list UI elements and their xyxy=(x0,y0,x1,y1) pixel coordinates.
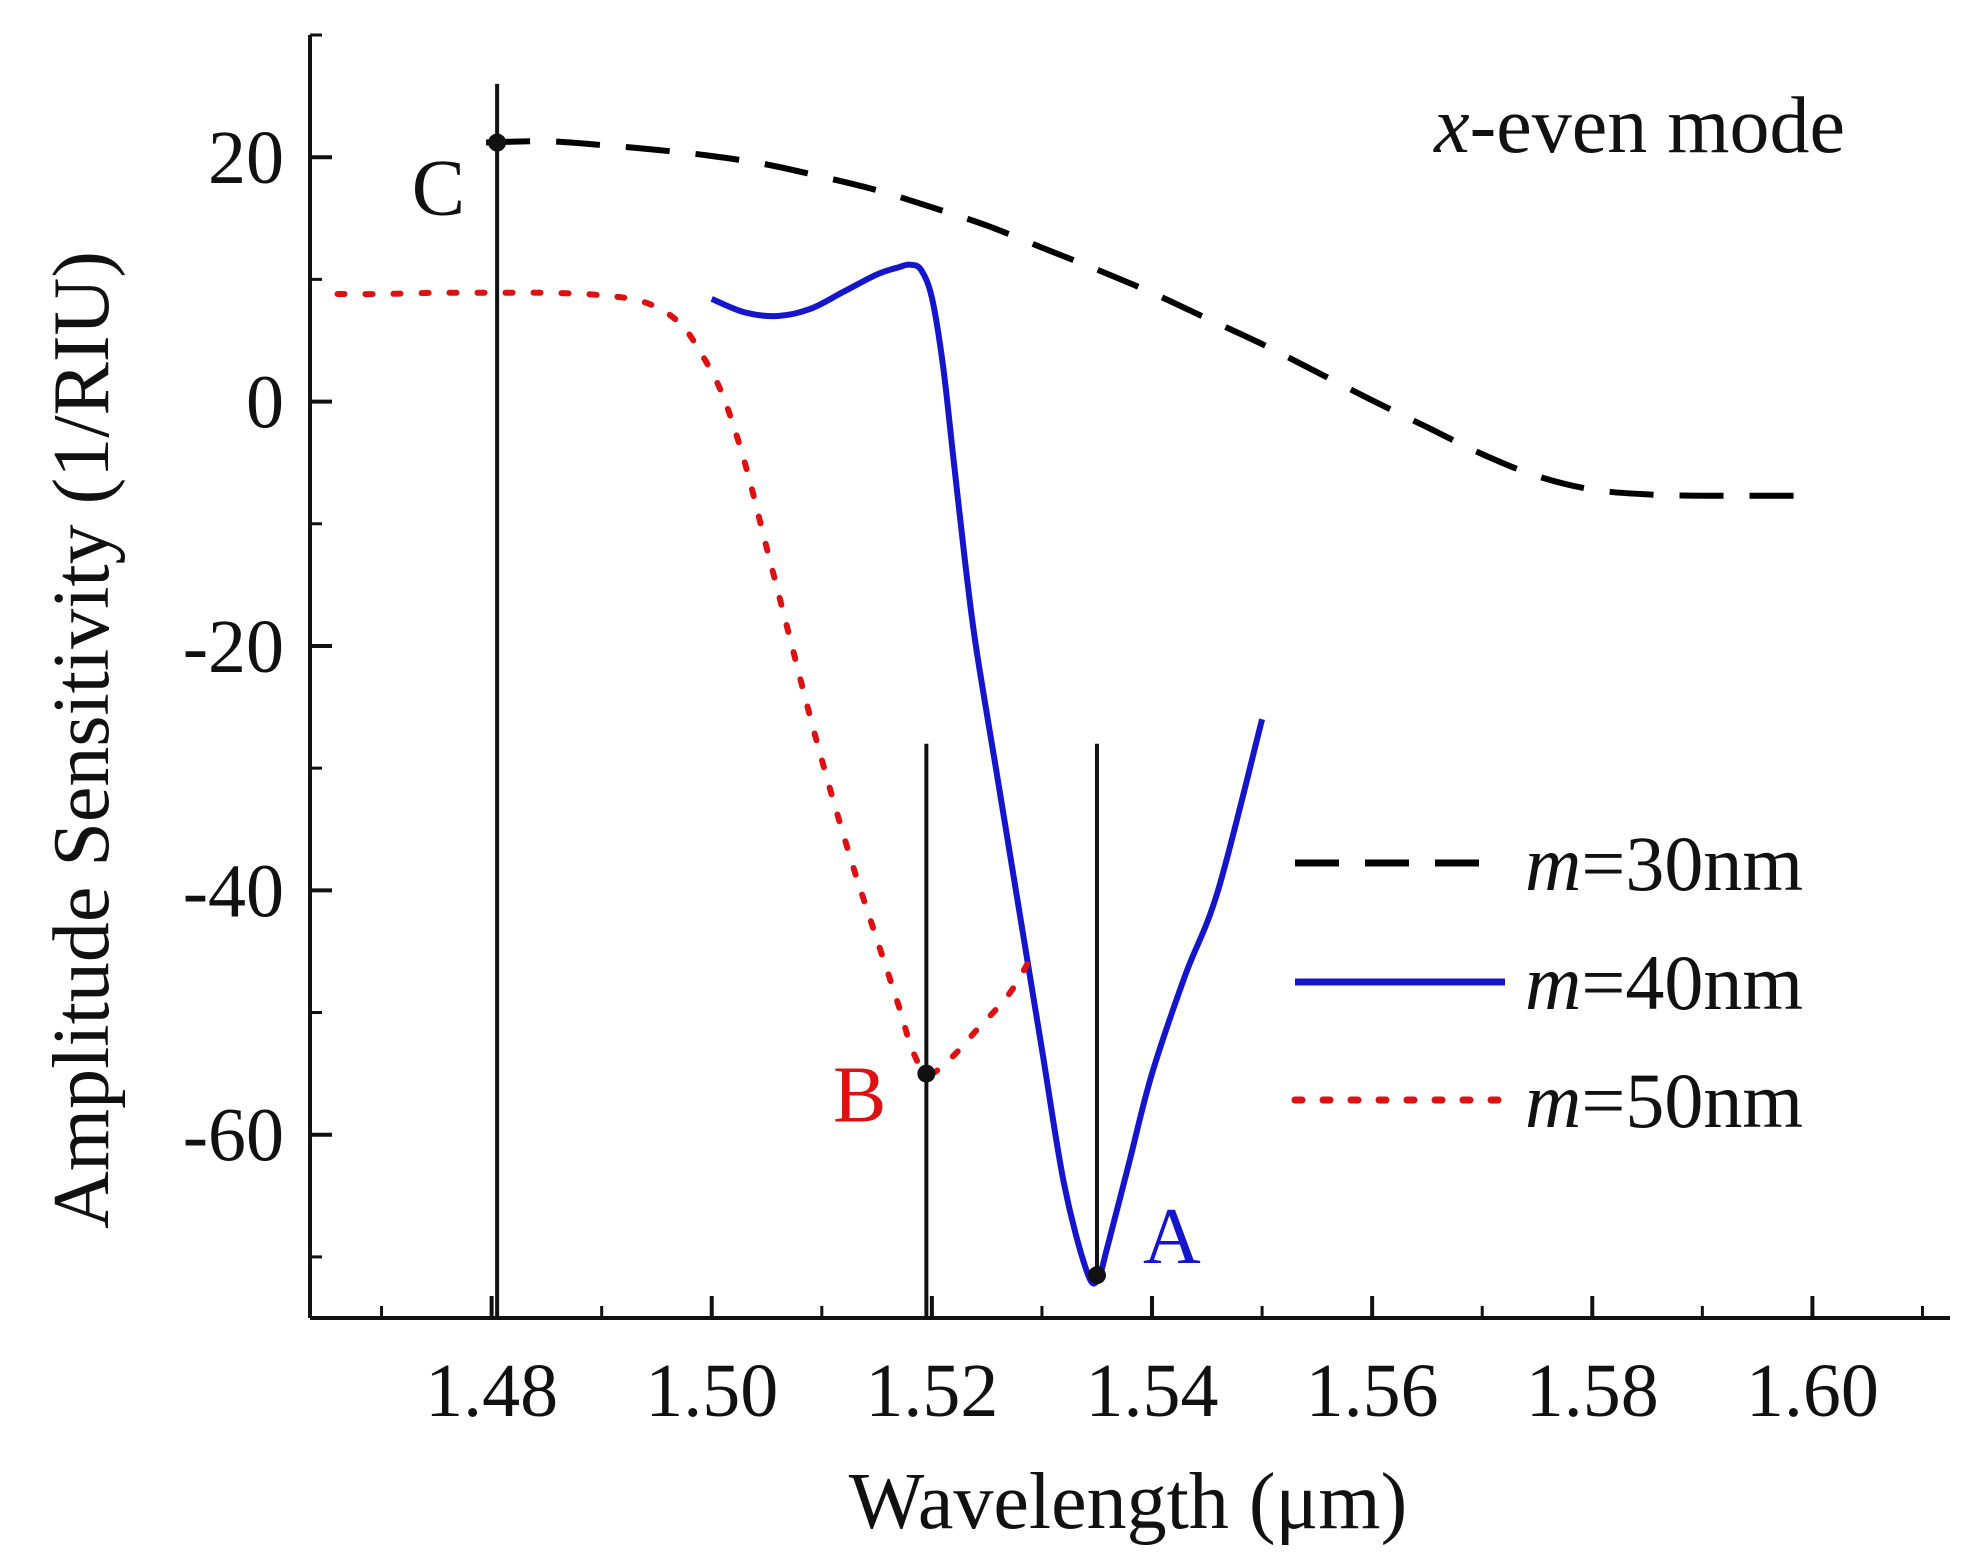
legend-label-m40-rest: =40nm xyxy=(1581,939,1803,1026)
legend-label-m40: m=40nm xyxy=(1525,939,1803,1026)
mode-label: x-even mode xyxy=(1433,82,1845,170)
legend-label-m30-var: m xyxy=(1525,820,1581,907)
mode-label-variable: x xyxy=(1433,82,1470,170)
legend-label-m40-var: m xyxy=(1525,939,1581,1026)
y-tick-label: -60 xyxy=(183,1094,284,1178)
legend-label-m50-rest: =50nm xyxy=(1581,1057,1803,1144)
mode-label-text: -even mode xyxy=(1470,82,1845,170)
series-line-m30 xyxy=(486,138,1813,499)
x-axis-title: Wavelength (μm) xyxy=(849,1458,1407,1546)
y-tick-label: 0 xyxy=(246,361,284,445)
x-tick-label: 1.48 xyxy=(425,1349,558,1433)
x-tick-label: 1.52 xyxy=(865,1349,998,1433)
marker-label-a: A xyxy=(1143,1193,1201,1281)
marker-group: C B A xyxy=(412,83,1201,1318)
legend-label-m50: m=50nm xyxy=(1525,1057,1803,1144)
legend-label-m30-rest: =30nm xyxy=(1581,820,1803,907)
y-axis-title: Amplitude Sensitivity (1/RIU) xyxy=(38,251,126,1229)
legend-label-m30: m=30nm xyxy=(1525,820,1803,907)
legend-label-m50-var: m xyxy=(1525,1057,1581,1144)
marker-label-c: C xyxy=(412,145,465,233)
marker-point-a xyxy=(1087,1266,1106,1285)
marker-label-b: B xyxy=(833,1052,886,1140)
y-tick-label: -40 xyxy=(183,849,284,933)
legend: m=30nm m=40nm m=50nm xyxy=(1291,820,1803,1144)
y-tick-label: -20 xyxy=(183,605,284,689)
series-line-m40 xyxy=(710,261,1266,1287)
marker-point-c xyxy=(488,133,507,152)
marker-point-b xyxy=(917,1064,936,1083)
tick-group: 1.48 1.50 1.52 1.54 1.56 1.58 1.60 20 0 -20 -40 -60 xyxy=(183,33,1924,1433)
x-tick-label: 1.58 xyxy=(1526,1349,1659,1433)
y-tick-label: 20 xyxy=(208,116,284,200)
x-tick-label: 1.56 xyxy=(1306,1349,1439,1433)
x-tick-label: 1.60 xyxy=(1746,1349,1879,1433)
x-tick-label: 1.50 xyxy=(645,1349,778,1433)
x-tick-label: 1.54 xyxy=(1086,1349,1219,1433)
